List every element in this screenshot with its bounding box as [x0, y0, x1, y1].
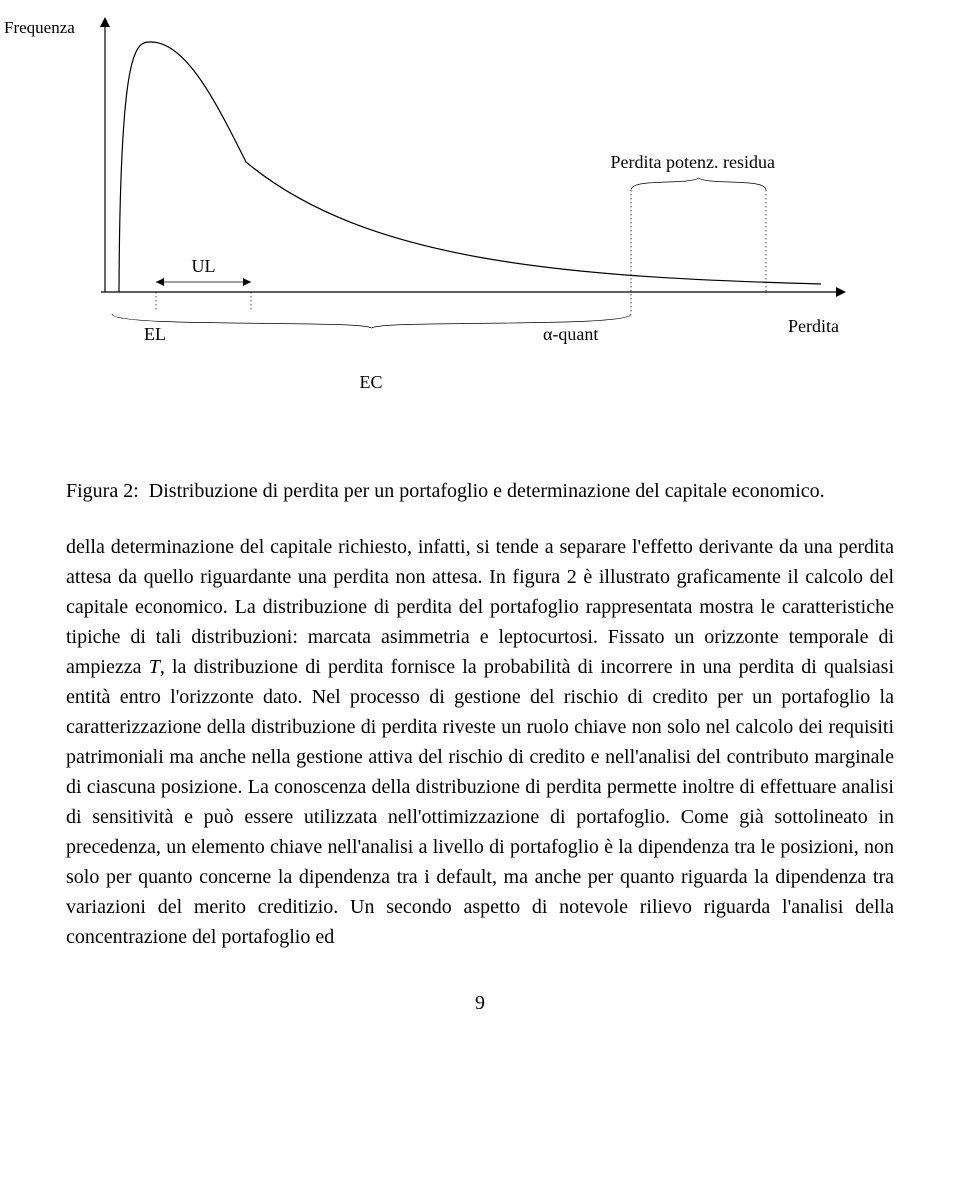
residua-label: Perdita potenz. residua: [611, 152, 775, 173]
caption-prefix: Figura 2:: [66, 480, 139, 502]
y-axis-label: Frequenza: [4, 18, 75, 38]
body-paragraph: della determinazione del capitale richie…: [66, 532, 894, 952]
ec-label: EC: [360, 372, 383, 393]
ul-label: UL: [192, 256, 216, 277]
page-number: 9: [66, 992, 894, 1015]
el-label: EL: [144, 324, 166, 345]
figure-caption: Figura 2: Distribuzione di perdita per u…: [66, 476, 894, 506]
caption-text: Distribuzione di perdita per un portafog…: [149, 480, 825, 502]
x-axis-label: Perdita: [788, 316, 839, 337]
loss-distribution-chart: Frequenza Perdita potenz. residua UL EL …: [66, 12, 894, 432]
chart-svg: [66, 12, 894, 432]
alpha-quant-label: α-quant: [543, 324, 598, 345]
